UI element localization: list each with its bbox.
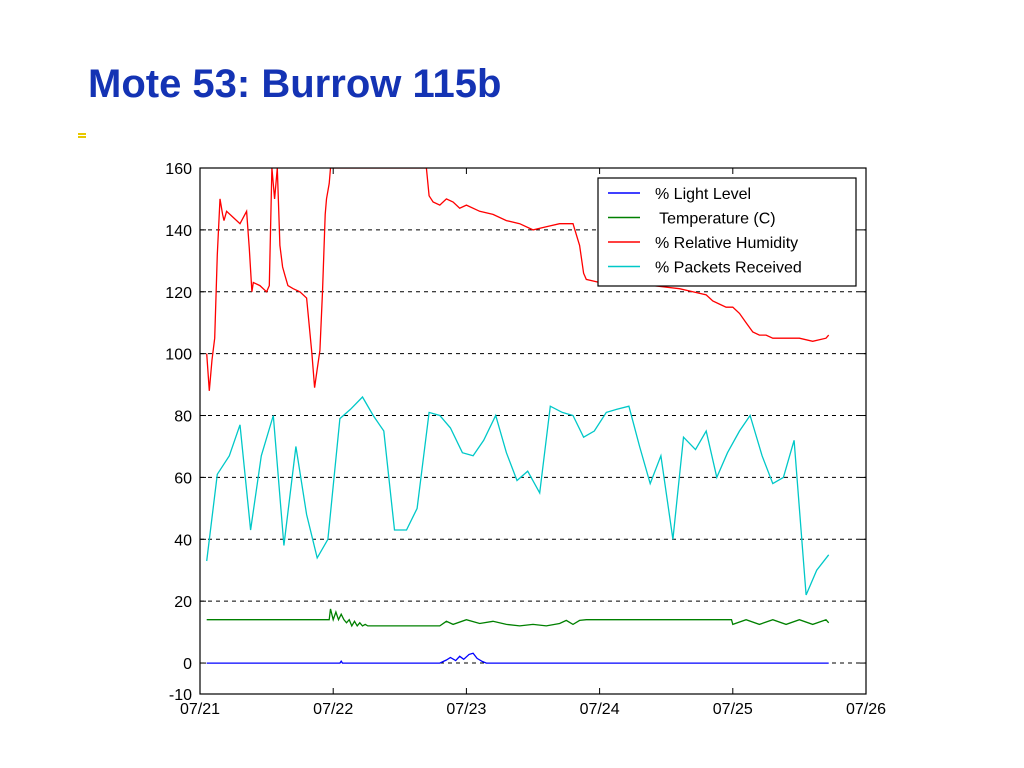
slide-title: Mote 53: Burrow 115b (88, 62, 502, 106)
y-tick-label: 60 (174, 470, 192, 487)
y-tick-label: 160 (165, 161, 192, 178)
y-tick-label: 0 (183, 656, 192, 673)
bullet-marker (78, 133, 86, 138)
series-line-1 (206, 608, 830, 628)
y-tick-label: 20 (174, 594, 192, 611)
legend-label: Temperature (C) (655, 211, 776, 228)
x-tick-label: 07/22 (313, 701, 353, 718)
legend-label: % Light Level (655, 186, 751, 203)
y-tick-label: 140 (165, 223, 192, 240)
y-tick-label: 100 (165, 347, 192, 364)
x-tick-label: 07/26 (846, 701, 886, 718)
x-tick-label: 07/23 (446, 701, 486, 718)
legend-label: % Packets Received (655, 260, 802, 277)
y-tick-label: 80 (174, 409, 192, 426)
y-tick-label: 120 (165, 285, 192, 302)
series-line-3 (206, 395, 830, 596)
x-tick-label: 07/25 (713, 701, 753, 718)
series-line-2 (206, 168, 830, 391)
y-tick-label: -10 (169, 687, 192, 704)
x-tick-label: 07/21 (180, 701, 220, 718)
series-line-0 (206, 652, 829, 664)
legend-box (597, 177, 857, 287)
x-tick-label: 07/24 (580, 701, 620, 718)
y-tick-label: 40 (174, 532, 192, 549)
legend-label: % Relative Humidity (655, 235, 798, 252)
axes-frame (199, 167, 867, 695)
